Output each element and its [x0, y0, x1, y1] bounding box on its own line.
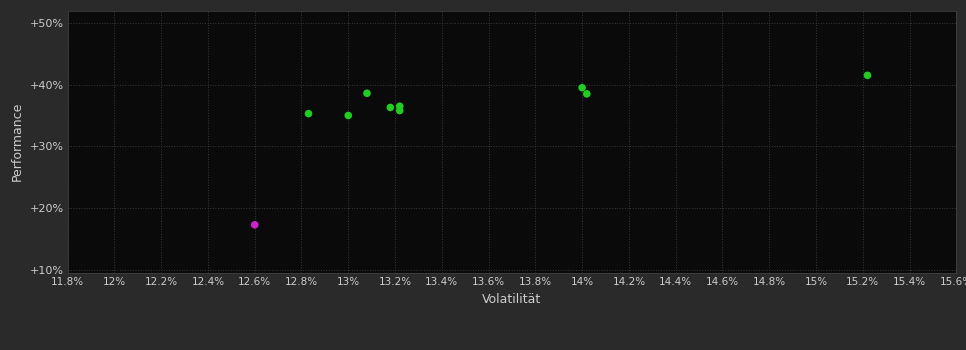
Point — [579, 91, 594, 97]
X-axis label: Volatilität: Volatilität — [482, 293, 542, 306]
Point — [575, 85, 590, 91]
Point — [341, 113, 356, 118]
Point — [247, 222, 263, 228]
Point — [359, 90, 375, 96]
Point — [300, 111, 316, 117]
Point — [392, 108, 408, 113]
Point — [392, 104, 408, 109]
Point — [860, 72, 875, 78]
Point — [383, 105, 398, 110]
Y-axis label: Performance: Performance — [11, 102, 24, 181]
